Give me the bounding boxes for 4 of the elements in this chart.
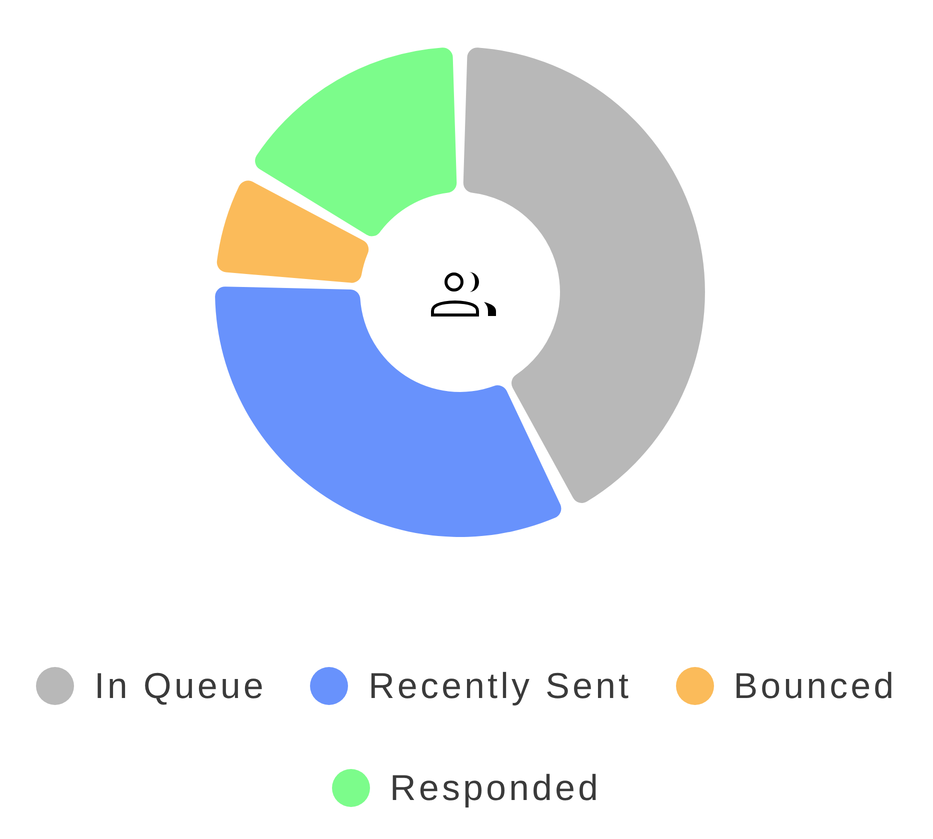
legend-label: Responded bbox=[390, 767, 602, 809]
legend-label: Recently Sent bbox=[368, 665, 632, 707]
legend-label: In Queue bbox=[94, 665, 266, 707]
legend-label: Bounced bbox=[734, 665, 897, 707]
